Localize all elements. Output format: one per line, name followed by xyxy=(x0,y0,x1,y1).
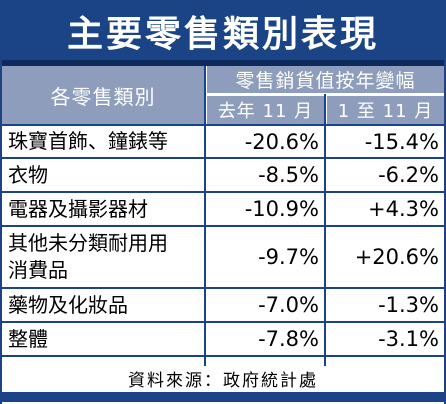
header-series-2: 1 至 11 月 xyxy=(327,96,444,124)
title-rule xyxy=(2,60,444,66)
row-label: 藥物及化妝品 xyxy=(8,292,128,317)
row-label: 電器及攝影器材 xyxy=(8,196,148,221)
value-jan-nov: -3.1% xyxy=(378,327,439,351)
table-title: 主要零售類別表現 xyxy=(2,2,444,60)
header-divider xyxy=(2,124,444,126)
row-divider xyxy=(2,355,444,357)
header-category: 各零售類別 xyxy=(2,66,204,124)
bottom-bar xyxy=(2,392,444,402)
row-label: 衣物 xyxy=(8,162,48,187)
value-nov: -9.7% xyxy=(258,245,319,269)
value-jan-nov: -1.3% xyxy=(378,293,439,317)
value-nov: -10.9% xyxy=(244,197,319,221)
value-jan-nov: +20.6% xyxy=(354,245,439,269)
row-label: 珠寶首飾、鐘錶等 xyxy=(8,129,168,153)
value-jan-nov: -6.2% xyxy=(378,163,439,187)
row-divider xyxy=(2,157,444,159)
value-nov: -7.8% xyxy=(258,327,319,351)
column-divider xyxy=(324,94,326,366)
row-label: 整體 xyxy=(8,326,48,351)
row-label: 其他未分類耐用用 消費品 xyxy=(8,227,204,287)
row-divider xyxy=(2,321,444,323)
frame-right xyxy=(444,0,446,404)
header-group: 零售銷貨值按年變幅 xyxy=(207,66,444,93)
value-nov: -20.6% xyxy=(244,129,319,154)
column-divider xyxy=(204,66,206,366)
frame-left xyxy=(0,0,2,404)
value-jan-nov: +4.3% xyxy=(368,197,439,221)
row-label-line: 消費品 xyxy=(8,258,68,282)
row-divider xyxy=(2,191,444,193)
row-divider xyxy=(2,225,444,227)
row-label-line: 其他未分類耐用用 xyxy=(8,231,168,255)
header-series-1: 去年 11 月 xyxy=(207,96,324,124)
frame-top xyxy=(0,0,446,2)
value-nov: -8.5% xyxy=(258,163,319,187)
value-jan-nov: -15.4% xyxy=(364,129,439,154)
source-note: 資料來源：政府統計處 xyxy=(128,370,318,391)
value-nov: -7.0% xyxy=(258,293,319,317)
row-divider xyxy=(2,287,444,289)
